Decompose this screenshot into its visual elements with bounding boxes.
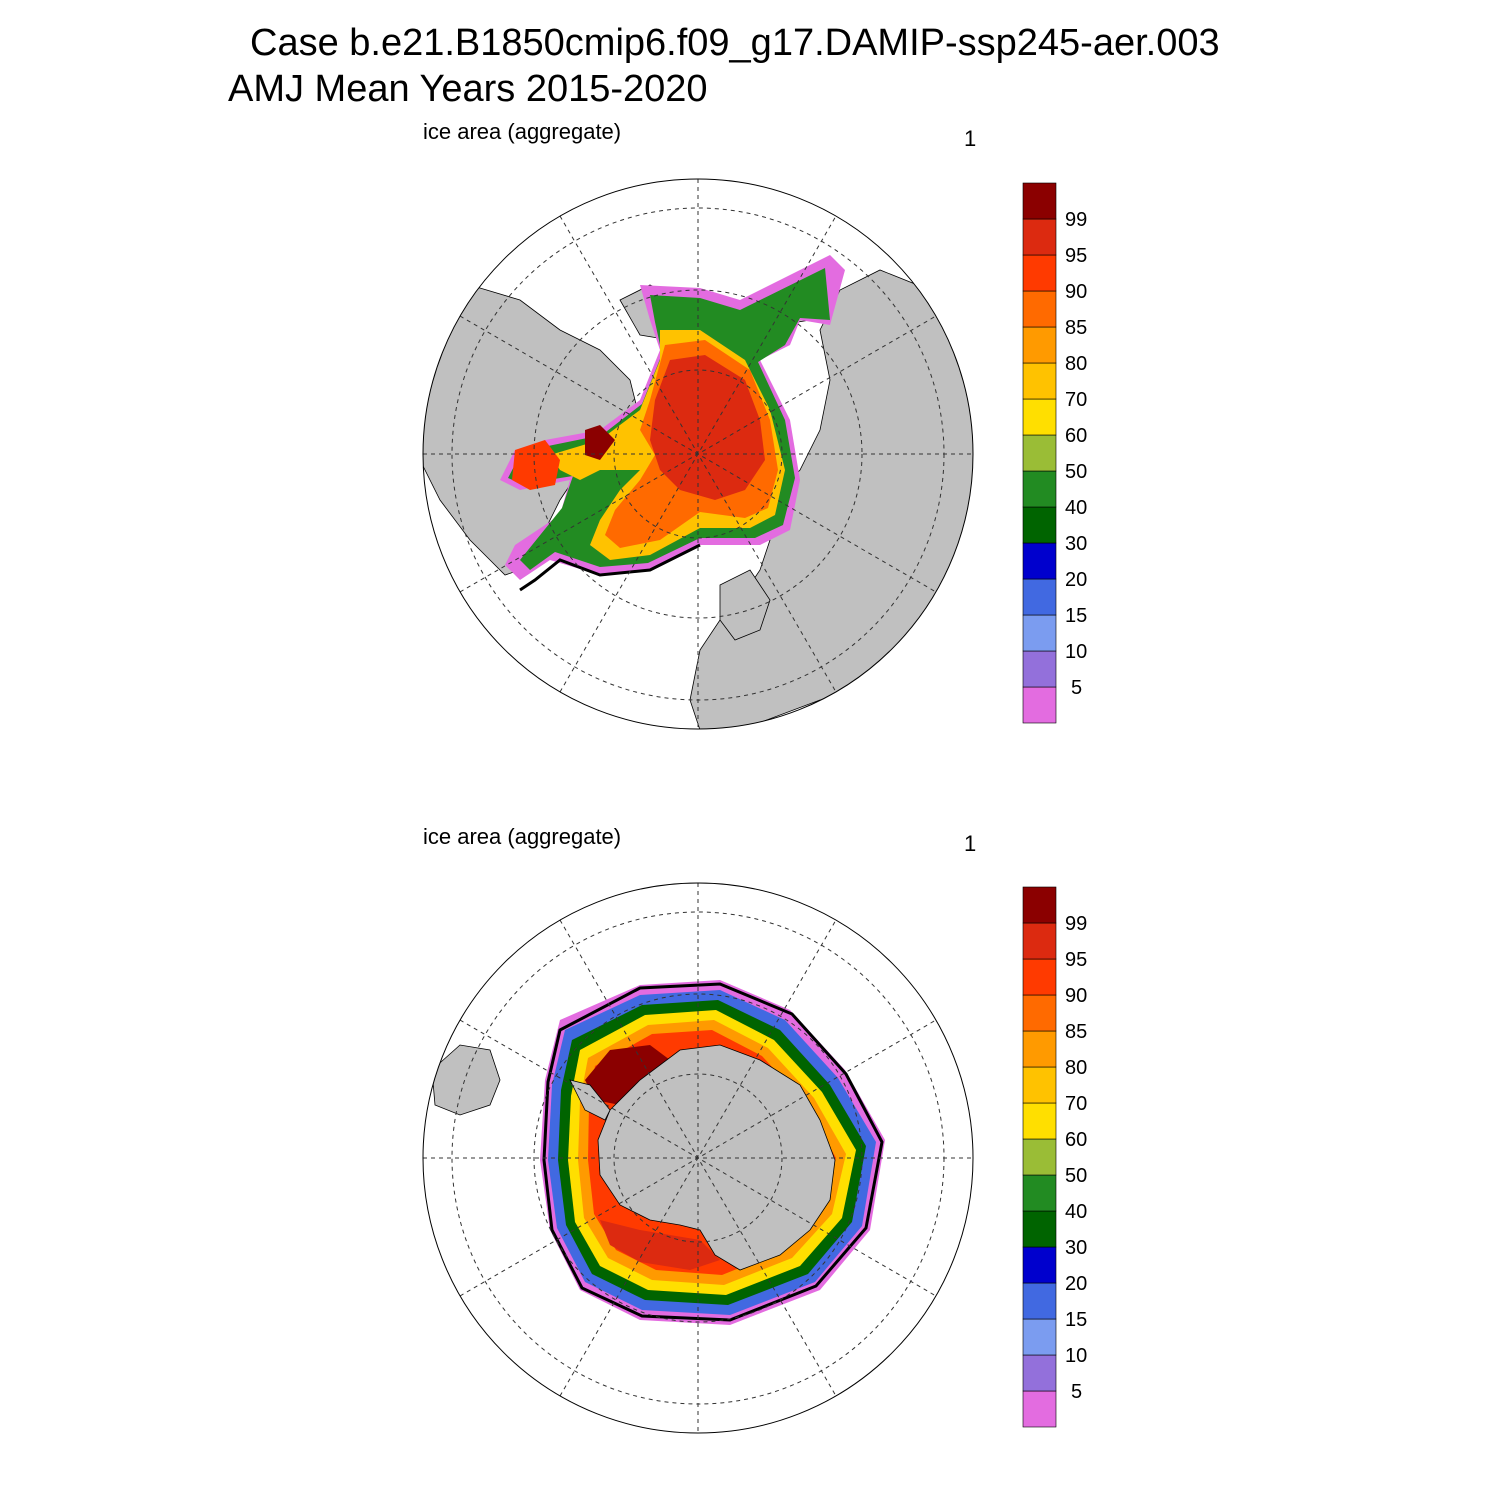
arctic-ice-max bbox=[650, 355, 765, 500]
south-colorbar-swatch bbox=[1022, 886, 1057, 924]
south-colorbar-swatch bbox=[1022, 994, 1057, 1032]
north-colorbar-label: 50 bbox=[1065, 461, 1087, 483]
period-title: AMJ Mean Years 2015-2020 bbox=[228, 68, 708, 110]
north-colorbar-swatch bbox=[1022, 650, 1057, 688]
north-colorbar-label: 85 bbox=[1065, 317, 1087, 339]
south-colorbar-swatch bbox=[1022, 1318, 1057, 1356]
south-colorbar-swatch bbox=[1022, 1210, 1057, 1248]
south-colorbar-swatch bbox=[1022, 958, 1057, 996]
south-colorbar-swatch bbox=[1022, 1066, 1057, 1104]
north-colorbar-swatch bbox=[1022, 614, 1057, 652]
hudson-bay-ice bbox=[512, 440, 560, 490]
north-colorbar-label: 15 bbox=[1065, 605, 1087, 627]
north-colorbar-swatch bbox=[1022, 218, 1057, 256]
north-colorbar-swatch bbox=[1022, 398, 1057, 436]
south-colorbar-label: 70 bbox=[1065, 1093, 1087, 1115]
case-title: Case b.e21.B1850cmip6.f09_g17.DAMIP-ssp2… bbox=[250, 22, 1220, 64]
south-colorbar-label: 80 bbox=[1065, 1057, 1087, 1079]
south-colorbar-label: 90 bbox=[1065, 985, 1087, 1007]
antarctica-land bbox=[597, 1044, 836, 1271]
south-colorbar-swatch bbox=[1022, 1246, 1057, 1284]
south-colorbar-swatch bbox=[1022, 922, 1057, 960]
north-colorbar-label: 30 bbox=[1065, 533, 1087, 555]
south-colorbar-label: 30 bbox=[1065, 1237, 1087, 1259]
south-colorbar-label: 95 bbox=[1065, 949, 1087, 971]
south-america-land bbox=[431, 1044, 501, 1116]
antarctic-ice-extent-contour bbox=[542, 982, 884, 1322]
south-colorbar-label: 60 bbox=[1065, 1129, 1087, 1151]
north-polar-map bbox=[422, 178, 974, 730]
arctic-ice-extent-contour bbox=[519, 543, 701, 592]
south-colorbar-label: 20 bbox=[1065, 1273, 1087, 1295]
south-colorbar-label: 40 bbox=[1065, 1201, 1087, 1223]
north-colorbar-swatch bbox=[1022, 506, 1057, 544]
north-colorbar-swatch bbox=[1022, 434, 1057, 472]
north-colorbar-swatch bbox=[1022, 182, 1057, 220]
north-colorbar-swatch bbox=[1022, 290, 1057, 328]
north-colorbar-label: 5 bbox=[1071, 677, 1082, 699]
north-graticule bbox=[423, 179, 973, 729]
north-colorbar-label: 95 bbox=[1065, 245, 1087, 267]
north-colorbar-swatch bbox=[1022, 578, 1057, 616]
north-colorbar: 5 10 15 20 30 40 50 60 70 80 85 90 95 99 bbox=[1022, 182, 1087, 724]
scandinavia-land bbox=[719, 569, 771, 641]
south-map-border bbox=[422, 882, 974, 1434]
south-colorbar-swatch bbox=[1022, 1174, 1057, 1212]
north-colorbar-label: 99 bbox=[1065, 209, 1087, 231]
south-colorbar-swatch bbox=[1022, 1390, 1057, 1428]
north-colorbar-label: 20 bbox=[1065, 569, 1087, 591]
north-colorbar-label: 40 bbox=[1065, 497, 1087, 519]
south-panel-label: ice area (aggregate) bbox=[423, 824, 622, 849]
north-colorbar-label: 60 bbox=[1065, 425, 1087, 447]
north-colorbar-swatch bbox=[1022, 470, 1057, 508]
south-colorbar-label: 15 bbox=[1065, 1309, 1087, 1331]
south-colorbar-label: 85 bbox=[1065, 1021, 1087, 1043]
south-colorbar-swatch bbox=[1022, 1354, 1057, 1392]
caa-ice bbox=[585, 425, 615, 460]
north-map-border bbox=[422, 178, 974, 730]
north-colorbar-swatch bbox=[1022, 362, 1057, 400]
south-colorbar-swatch bbox=[1022, 1102, 1057, 1140]
north-colorbar-swatch bbox=[1022, 542, 1057, 580]
south-colorbar-label: 5 bbox=[1071, 1381, 1082, 1403]
south-colorbar-swatch bbox=[1022, 1282, 1057, 1320]
south-colorbar-label: 50 bbox=[1065, 1165, 1087, 1187]
north-colorbar-label: 80 bbox=[1065, 353, 1087, 375]
south-panel-index: 1 bbox=[964, 831, 977, 856]
ross-sea-ice-core bbox=[600, 1220, 720, 1270]
north-colorbar-label: 10 bbox=[1065, 641, 1087, 663]
north-colorbar-swatch bbox=[1022, 686, 1057, 724]
south-colorbar-swatch bbox=[1022, 1030, 1057, 1068]
south-colorbar-label: 10 bbox=[1065, 1345, 1087, 1367]
south-colorbar-label: 99 bbox=[1065, 913, 1087, 935]
south-polar-map bbox=[422, 882, 974, 1434]
north-colorbar-swatch bbox=[1022, 254, 1057, 292]
south-colorbar: 5 10 15 20 30 40 50 60 70 80 85 90 95 99 bbox=[1022, 886, 1087, 1428]
north-colorbar-label: 90 bbox=[1065, 281, 1087, 303]
north-panel-label: ice area (aggregate) bbox=[423, 119, 622, 144]
north-panel-index: 1 bbox=[964, 126, 977, 151]
north-colorbar-label: 70 bbox=[1065, 389, 1087, 411]
north-colorbar-swatch bbox=[1022, 326, 1057, 364]
south-graticule bbox=[423, 883, 973, 1433]
south-colorbar-swatch bbox=[1022, 1138, 1057, 1176]
